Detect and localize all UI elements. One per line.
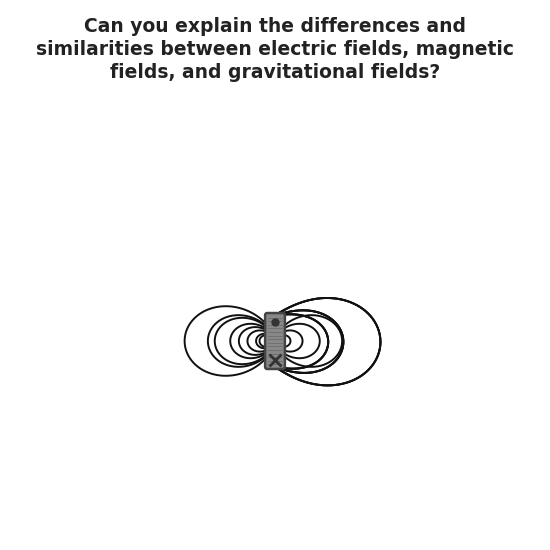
Text: Can you explain the differences and
similarities between electric fields, magnet: Can you explain the differences and simi… bbox=[36, 16, 514, 82]
FancyBboxPatch shape bbox=[265, 313, 285, 369]
